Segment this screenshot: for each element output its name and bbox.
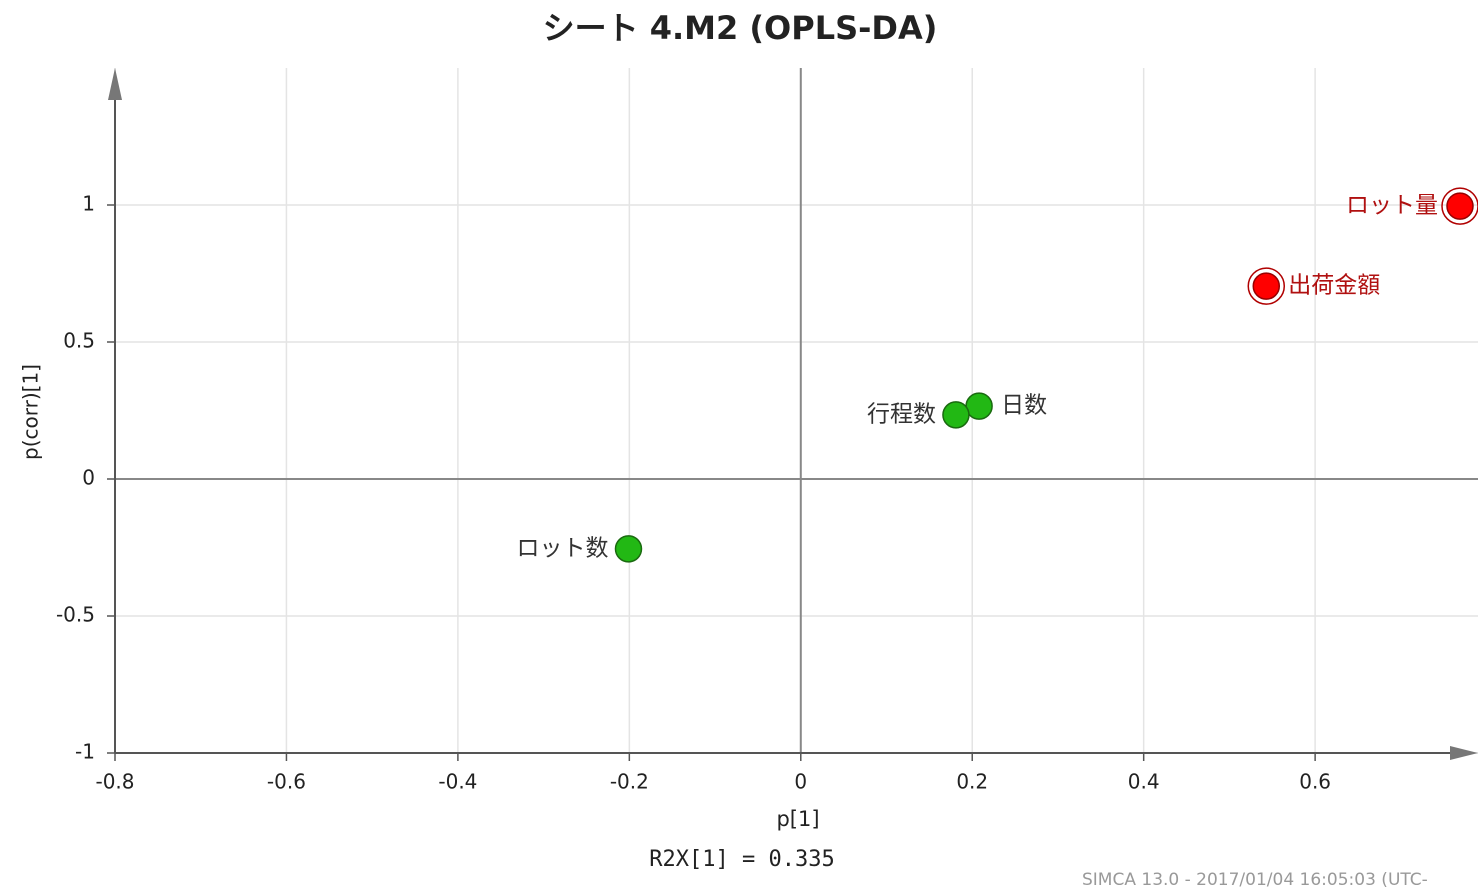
x-tick-label: 0.4 [1128,770,1160,794]
point-label: 出荷金額 [1288,273,1380,299]
axis-arrow [1450,746,1478,760]
point-label: 日数 [1001,393,1047,419]
x-tick-label: 0.6 [1299,770,1331,794]
point [942,401,970,429]
y-axis-label: p(corr)[1] [19,364,43,460]
y-tick-label: -1 [75,740,95,764]
x-tick-label: -0.6 [267,770,306,794]
footer: SIMCA 13.0 - 2017/01/04 16:05:03 (UTC- [1082,870,1428,890]
x-tick-label: -0.2 [610,770,649,794]
x-axis-label: p[1] [776,807,819,831]
point-label: ロット数 [516,535,608,561]
chart-title: シート 4.M2 (OPLS-DA) [543,9,938,47]
point-label: ロット量 [1346,193,1438,219]
point [614,535,643,563]
point [1252,272,1281,300]
y-tick-label: 0 [82,466,95,490]
point-ring [1247,267,1286,305]
y-tick-label: 0.5 [63,329,95,353]
x-tick-label: -0.4 [438,770,477,794]
x-tick-label: 0 [794,770,807,794]
axis-arrow [108,68,122,100]
point-label: 行程数 [867,401,936,427]
y-tick-label: -0.5 [56,603,95,627]
x-tick-label: 0.2 [956,770,988,794]
point [1446,192,1474,220]
annotation: R2X[1] = 0.335 [649,847,834,872]
x-tick-label: -0.8 [95,770,134,794]
point [965,392,993,420]
y-tick-label: 1 [82,192,95,216]
